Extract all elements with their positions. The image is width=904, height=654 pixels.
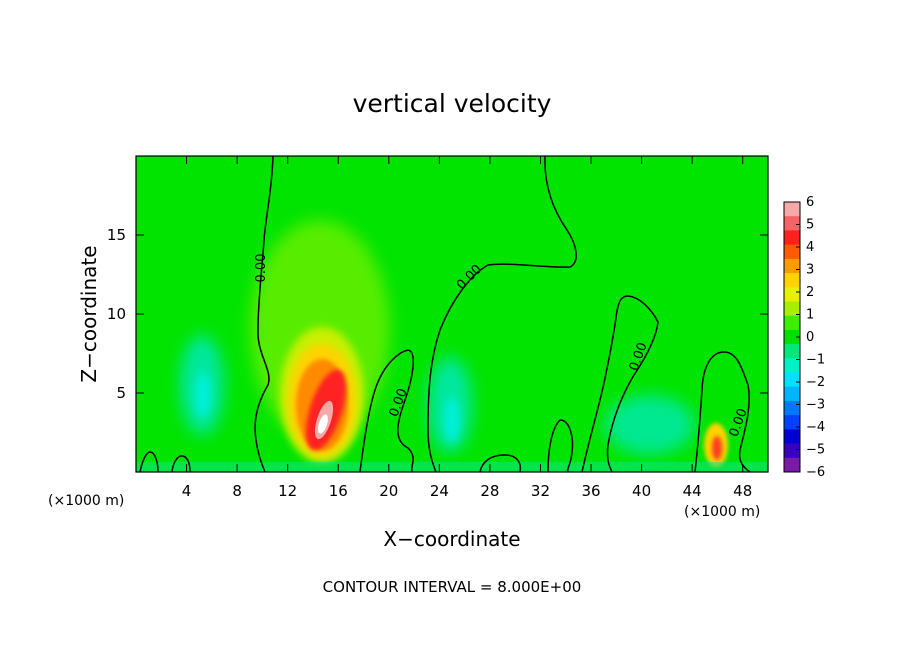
colorbar: 6 5 4 3 2 1 0 −1 −2 −3 −4 −5 −6 (783, 195, 825, 480)
colorbar-tick-label: 6 (806, 195, 814, 210)
colorbar-tick-label: −3 (806, 398, 825, 413)
contour-line (581, 295, 659, 473)
x-unit-right: (×1000 m) (684, 504, 760, 520)
contour-line (547, 419, 574, 473)
contour-line (171, 455, 191, 473)
colorbar-tick-label: −5 (806, 443, 825, 458)
colorbar-tick-label: −6 (806, 465, 825, 480)
colorbar-swatch (784, 386, 800, 402)
colorbar-swatch (784, 443, 800, 459)
y-tick-label: 15 (107, 226, 126, 244)
colorbar-swatch (784, 230, 800, 246)
y-axis-label: Z−coordinate (77, 245, 101, 382)
colorbar-tick-label: 3 (806, 263, 814, 278)
colorbar-swatch (784, 358, 800, 374)
colorbar-tick-label: 0 (806, 330, 814, 345)
colorbar-tick-label: −2 (806, 375, 825, 390)
x-tick-label: 44 (683, 482, 702, 500)
heatmap-field (136, 156, 768, 472)
colorbar-swatch (784, 258, 800, 274)
downdraft-right (605, 395, 695, 455)
colorbar-swatch (784, 344, 800, 359)
contour-line (479, 454, 522, 473)
y-tick-label: 10 (107, 305, 126, 323)
x-tick-label: 20 (379, 482, 398, 500)
contour-line (694, 351, 751, 473)
contour-interval-note: CONTOUR INTERVAL = 8.000E+00 (323, 578, 582, 596)
x-tick-label: 24 (430, 482, 449, 500)
y-axis-ticks: 5 10 15 (107, 226, 768, 402)
x-tick-label: 48 (733, 482, 752, 500)
x-tick-label: 8 (232, 482, 242, 500)
updraft-right-core (712, 436, 722, 460)
chart-title: vertical velocity (353, 89, 552, 118)
contour-line (359, 349, 415, 473)
colorbar-tick-label: 2 (806, 285, 814, 300)
colorbar-swatch (784, 429, 800, 445)
colorbar-tick-label: −1 (806, 353, 825, 368)
zero-contours (139, 155, 751, 473)
x-tick-label: 28 (480, 482, 499, 500)
x-unit-left: (×1000 m) (48, 493, 124, 509)
colorbar-swatch (784, 216, 800, 231)
colorbar-swatch (784, 287, 800, 302)
colorbar-swatch (784, 372, 800, 388)
contour-line (139, 451, 159, 473)
colorbar-swatch (784, 202, 800, 217)
colorbar-swatch (784, 244, 800, 260)
colorbar-tick-label: 5 (806, 218, 814, 233)
colorbar-tick-label: 1 (806, 308, 814, 323)
updraft-core (318, 414, 328, 434)
x-tick-label: 36 (581, 482, 600, 500)
colorbar-swatch (784, 400, 800, 416)
colorbar-swatch (784, 273, 800, 288)
contour-line (427, 155, 577, 473)
contour-label: 0.00 (254, 254, 269, 283)
x-tick-label: 40 (632, 482, 651, 500)
colorbar-swatch (784, 457, 800, 473)
colorbar-swatch (784, 415, 800, 430)
downdraft-left-core (195, 373, 211, 417)
colorbar-tick-label: −4 (806, 420, 825, 435)
colorbar-tick-label: 4 (806, 240, 814, 255)
x-tick-label: 32 (531, 482, 550, 500)
downdraft-middle-core (444, 398, 460, 442)
x-tick-label: 4 (182, 482, 192, 500)
y-tick-label: 5 (116, 384, 126, 402)
surface-noise (136, 462, 768, 472)
x-axis-label: X−coordinate (383, 527, 520, 551)
contour-line (254, 155, 274, 473)
colorbar-swatch (784, 329, 800, 345)
colorbar-swatch (784, 301, 800, 317)
colorbar-swatch (784, 315, 800, 331)
x-tick-label: 12 (278, 482, 297, 500)
x-axis-ticks: 4 8 12 16 20 24 28 32 36 40 44 48 (182, 156, 752, 500)
x-tick-label: 16 (329, 482, 348, 500)
